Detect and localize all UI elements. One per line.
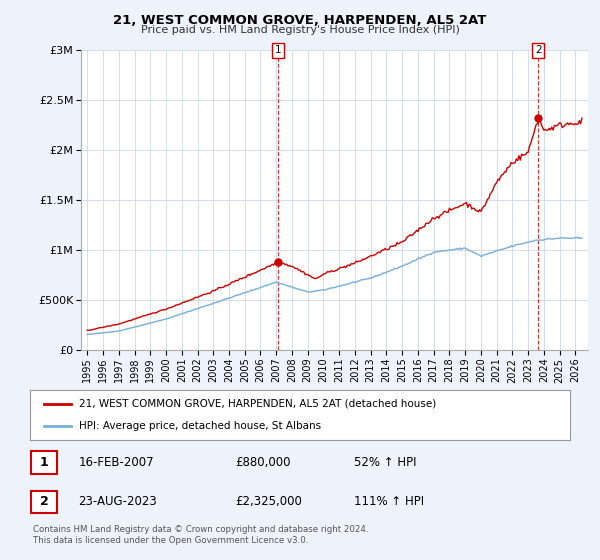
Text: 1: 1 <box>275 45 281 55</box>
Text: £2,325,000: £2,325,000 <box>235 496 302 508</box>
Bar <box>31 451 57 474</box>
Text: 2: 2 <box>535 45 542 55</box>
Text: 21, WEST COMMON GROVE, HARPENDEN, AL5 2AT (detached house): 21, WEST COMMON GROVE, HARPENDEN, AL5 2A… <box>79 399 436 409</box>
Text: 2: 2 <box>40 496 49 508</box>
Text: 21, WEST COMMON GROVE, HARPENDEN, AL5 2AT: 21, WEST COMMON GROVE, HARPENDEN, AL5 2A… <box>113 14 487 27</box>
Text: £880,000: £880,000 <box>235 456 290 469</box>
Text: Price paid vs. HM Land Registry's House Price Index (HPI): Price paid vs. HM Land Registry's House … <box>140 25 460 35</box>
Text: 52% ↑ HPI: 52% ↑ HPI <box>354 456 416 469</box>
Text: 1: 1 <box>40 456 49 469</box>
Text: 111% ↑ HPI: 111% ↑ HPI <box>354 496 424 508</box>
Text: HPI: Average price, detached house, St Albans: HPI: Average price, detached house, St A… <box>79 421 321 431</box>
Text: 23-AUG-2023: 23-AUG-2023 <box>79 496 157 508</box>
Bar <box>31 491 57 513</box>
Text: Contains HM Land Registry data © Crown copyright and database right 2024.
This d: Contains HM Land Registry data © Crown c… <box>33 525 368 545</box>
Text: 16-FEB-2007: 16-FEB-2007 <box>79 456 154 469</box>
